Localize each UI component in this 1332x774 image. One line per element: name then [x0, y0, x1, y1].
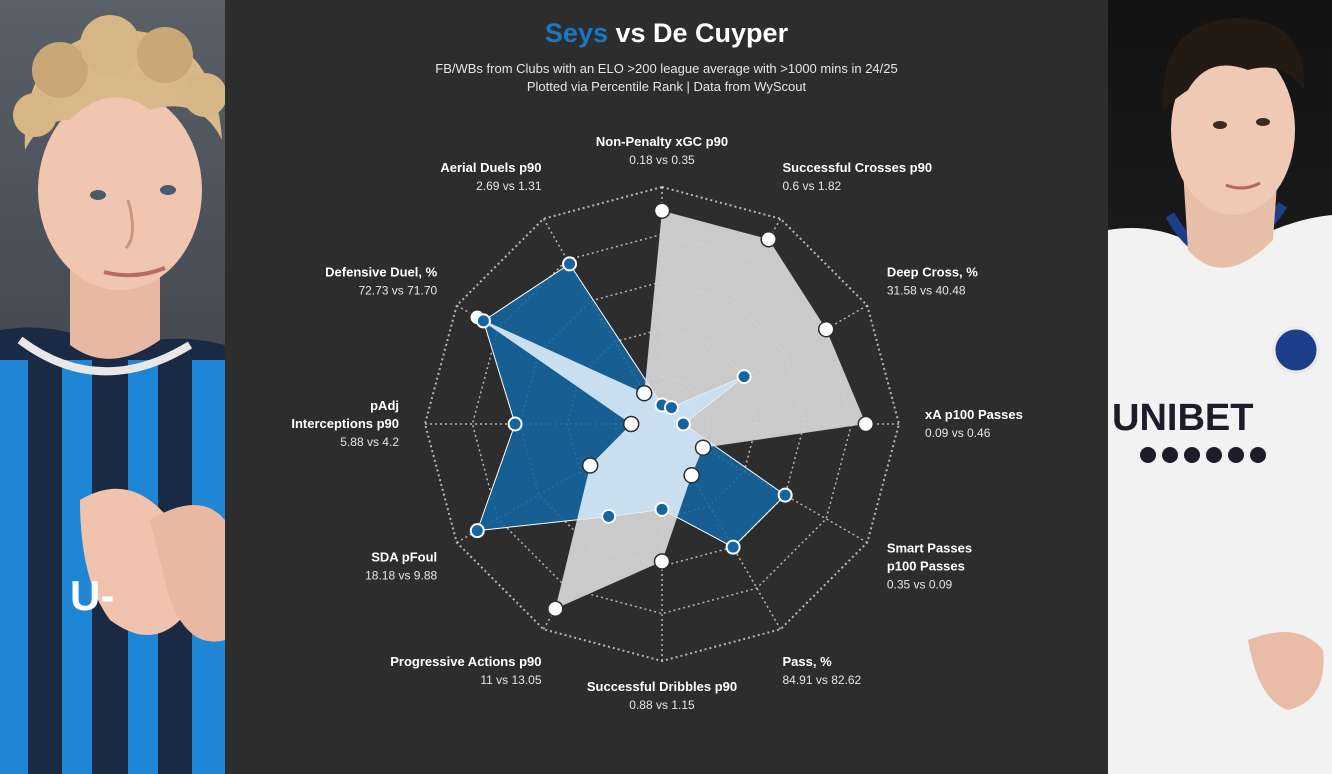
- point-seys-8: [469, 523, 485, 539]
- title-separator: vs: [607, 18, 654, 48]
- axis-values-text: 84.91 vs 82.62: [783, 673, 862, 687]
- point-de-cuyper-9: [622, 415, 640, 433]
- axis-label-text: Aerial Duels p90: [440, 160, 541, 175]
- subtitle-line-1: FB/WBs from Clubs with an ELO >200 leagu…: [435, 61, 898, 76]
- axis-label-6: Successful Dribbles p90 0.88 vs 1.15: [587, 679, 737, 712]
- axis-label-text: Progressive Actions p90: [390, 654, 541, 669]
- axis-values-text: 0.18 vs 0.35: [629, 153, 695, 167]
- axis-label-7: Progressive Actions p90 11 vs 13.05: [390, 654, 542, 687]
- svg-text:U-: U-: [70, 572, 114, 619]
- axis-label-text: Smart Passes: [887, 541, 972, 556]
- axis-values-text: 18.18 vs 9.88: [365, 569, 437, 583]
- player2-name: De Cuyper: [653, 18, 789, 48]
- axis-values-text: 0.35 vs 0.09: [887, 578, 953, 592]
- axis-label-text: Interceptions p90: [291, 416, 399, 431]
- axis-values-text: 31.58 vs 40.48: [887, 284, 966, 298]
- shirt-sponsor-text: UNIBET: [1112, 397, 1253, 439]
- point-seys-5: [725, 539, 741, 555]
- axis-values-text: 2.69 vs 1.31: [476, 179, 542, 193]
- point-seys-1: [663, 400, 679, 416]
- axis-values-text: 0.6 vs 1.82: [783, 179, 842, 193]
- point-seys-7: [601, 508, 617, 524]
- left-player-photo: U-: [0, 0, 225, 774]
- point-seys-9: [507, 416, 523, 432]
- point-de-cuyper-5: [683, 467, 700, 484]
- point-seys-4: [777, 487, 793, 503]
- point-de-cuyper-8: [581, 457, 599, 474]
- axis-label-4: Smart Passes p100 Passes 0.35 vs 0.09: [887, 541, 972, 592]
- axis-label-0: Non-Penalty xGC p90 0.18 vs 0.35: [596, 134, 728, 167]
- subtitle-line-2: Plotted via Percentile Rank | Data from …: [526, 79, 807, 94]
- axis-values-text: 5.88 vs 4.2: [340, 435, 399, 449]
- point-seys-10: [475, 313, 491, 329]
- chart-panel: Seys vs De Cuyper FB/WBs from Clubs with…: [225, 0, 1108, 774]
- point-seys-2: [736, 369, 752, 385]
- axis-label-5: Pass, % 84.91 vs 82.62: [783, 654, 862, 687]
- point-de-cuyper-1: [760, 231, 777, 248]
- point-de-cuyper-2: [817, 320, 835, 338]
- axis-label-9: pAdj Interceptions p90 5.88 vs 4.2: [291, 398, 399, 449]
- axis-values-text: 72.73 vs 71.70: [358, 284, 437, 298]
- axis-label-3: xA p100 Passes 0.09 vs 0.46: [925, 407, 1023, 440]
- axis-label-8: SDA pFoul 18.18 vs 9.88: [365, 550, 437, 583]
- axis-values-text: 11 vs 13.05: [480, 673, 541, 687]
- axis-label-text: Successful Dribbles p90: [587, 679, 737, 694]
- right-player-photo: UNIBET: [1108, 0, 1332, 774]
- point-seys-6: [654, 501, 670, 517]
- point-seys-3: [675, 416, 691, 432]
- axis-label-text: Successful Crosses p90: [783, 160, 933, 175]
- player1-name: Seys: [544, 18, 608, 48]
- point-de-cuyper-6: [653, 553, 671, 570]
- axis-label-text: pAdj: [370, 398, 399, 413]
- axis-label-text: xA p100 Passes: [925, 407, 1023, 422]
- seys-photo-image: U-: [0, 0, 225, 774]
- axis-values-text: 0.88 vs 1.15: [629, 698, 695, 712]
- axis-label-text: Non-Penalty xGC p90: [596, 134, 728, 149]
- axis-label-text: Deep Cross, %: [887, 265, 978, 280]
- chart-subtitle: FB/WBs from Clubs with an ELO >200 leagu…: [225, 60, 1108, 96]
- axis-values-text: 0.09 vs 0.46: [925, 426, 991, 440]
- axis-label-text: SDA pFoul: [371, 550, 437, 565]
- point-de-cuyper-3: [857, 415, 875, 433]
- de-cuyper-photo-image: UNIBET: [1108, 0, 1332, 774]
- point-de-cuyper-4: [694, 439, 712, 456]
- axis-label-text: Pass, %: [783, 654, 833, 669]
- point-seys-11: [562, 256, 578, 272]
- chart-title: Seys vs De Cuyper: [225, 18, 1108, 49]
- axis-label-text: p100 Passes: [887, 559, 965, 574]
- axis-label-text: Defensive Duel, %: [325, 265, 437, 280]
- radar-chart: Non-Penalty xGC p90 0.18 vs 0.35 Successfu…: [291, 134, 1023, 712]
- axis-label-10: Defensive Duel, % 72.73 vs 71.70: [325, 265, 437, 298]
- axis-label-1: Successful Crosses p90 0.6 vs 1.82: [783, 160, 933, 193]
- point-de-cuyper-0: [653, 202, 671, 219]
- axis-label-11: Aerial Duels p90 2.69 vs 1.31: [440, 160, 541, 193]
- axis-label-2: Deep Cross, % 31.58 vs 40.48: [887, 265, 978, 298]
- point-de-cuyper-11: [635, 384, 653, 402]
- point-de-cuyper-7: [547, 600, 564, 617]
